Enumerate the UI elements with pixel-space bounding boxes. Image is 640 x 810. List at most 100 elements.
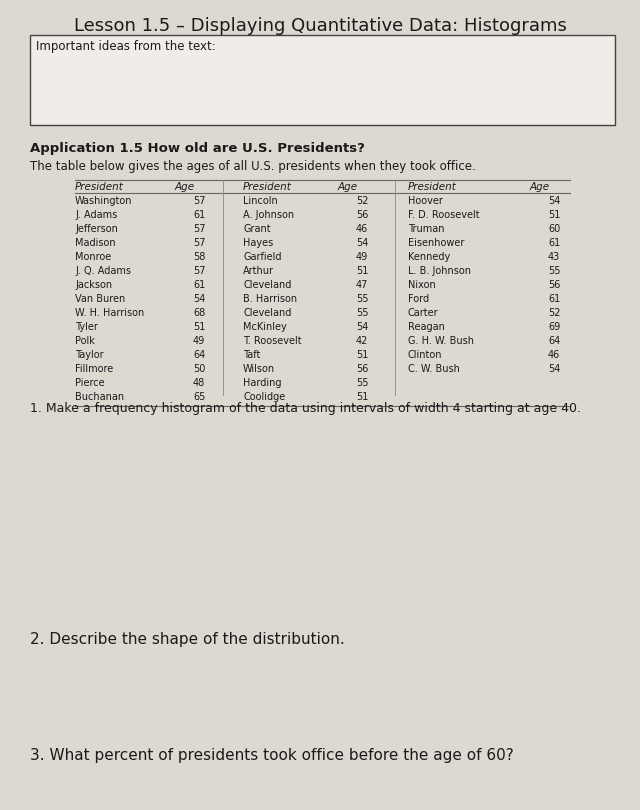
Text: 57: 57: [193, 238, 205, 248]
Text: J. Adams: J. Adams: [75, 210, 117, 220]
Text: The table below gives the ages of all U.S. presidents when they took office.: The table below gives the ages of all U.…: [30, 160, 476, 173]
Text: 46: 46: [356, 224, 368, 234]
Text: 69: 69: [548, 322, 560, 332]
Text: 52: 52: [548, 308, 561, 318]
Text: Wilson: Wilson: [243, 364, 275, 374]
Text: F. D. Roosevelt: F. D. Roosevelt: [408, 210, 479, 220]
Text: Eisenhower: Eisenhower: [408, 238, 465, 248]
Text: Buchanan: Buchanan: [75, 392, 124, 402]
Text: Madison: Madison: [75, 238, 116, 248]
Text: McKinley: McKinley: [243, 322, 287, 332]
Text: Coolidge: Coolidge: [243, 392, 285, 402]
Text: T. Roosevelt: T. Roosevelt: [243, 336, 301, 346]
Text: 61: 61: [548, 238, 560, 248]
Text: Ford: Ford: [408, 294, 429, 304]
Text: 47: 47: [356, 280, 369, 290]
Text: Lesson 1.5 – Displaying Quantitative Data: Histograms: Lesson 1.5 – Displaying Quantitative Dat…: [74, 17, 566, 35]
Text: Cleveland: Cleveland: [243, 280, 291, 290]
FancyBboxPatch shape: [30, 35, 615, 125]
Text: 68: 68: [193, 308, 205, 318]
Text: 50: 50: [193, 364, 205, 374]
Text: 51: 51: [548, 210, 561, 220]
Text: Pierce: Pierce: [75, 378, 104, 388]
Text: 54: 54: [548, 364, 561, 374]
Text: Nixon: Nixon: [408, 280, 436, 290]
Text: Age: Age: [530, 182, 550, 192]
Text: 55: 55: [548, 266, 561, 276]
Text: 54: 54: [548, 196, 561, 206]
Text: 49: 49: [356, 252, 368, 262]
Text: Arthur: Arthur: [243, 266, 274, 276]
Text: 51: 51: [356, 266, 369, 276]
Text: 51: 51: [356, 350, 369, 360]
Text: 2. Describe the shape of the distribution.: 2. Describe the shape of the distributio…: [30, 632, 345, 647]
Text: Lincoln: Lincoln: [243, 196, 278, 206]
Text: B. Harrison: B. Harrison: [243, 294, 297, 304]
Text: 64: 64: [193, 350, 205, 360]
Text: 54: 54: [193, 294, 205, 304]
Text: C. W. Bush: C. W. Bush: [408, 364, 460, 374]
Text: Kennedy: Kennedy: [408, 252, 451, 262]
Text: President: President: [408, 182, 457, 192]
Text: Jefferson: Jefferson: [75, 224, 118, 234]
Text: 1. Make a frequency histogram of the data using intervals of width 4 starting at: 1. Make a frequency histogram of the dat…: [30, 402, 581, 415]
Text: 56: 56: [356, 210, 369, 220]
Text: 48: 48: [193, 378, 205, 388]
Text: Polk: Polk: [75, 336, 95, 346]
Text: 51: 51: [356, 392, 369, 402]
Text: Carter: Carter: [408, 308, 438, 318]
Text: Age: Age: [175, 182, 195, 192]
Text: Garfield: Garfield: [243, 252, 282, 262]
Text: 65: 65: [193, 392, 205, 402]
Text: Tyler: Tyler: [75, 322, 98, 332]
Text: 57: 57: [193, 196, 205, 206]
Text: President: President: [75, 182, 124, 192]
Text: Harding: Harding: [243, 378, 282, 388]
Text: 43: 43: [548, 252, 560, 262]
Text: 55: 55: [356, 308, 369, 318]
Text: 61: 61: [193, 210, 205, 220]
Text: Fillmore: Fillmore: [75, 364, 113, 374]
Text: 55: 55: [356, 378, 369, 388]
Text: President: President: [243, 182, 292, 192]
Text: A. Johnson: A. Johnson: [243, 210, 294, 220]
Text: W. H. Harrison: W. H. Harrison: [75, 308, 144, 318]
Text: Taylor: Taylor: [75, 350, 104, 360]
Text: 3. What percent of presidents took office before the age of 60?: 3. What percent of presidents took offic…: [30, 748, 514, 763]
Text: Van Buren: Van Buren: [75, 294, 125, 304]
Text: 56: 56: [548, 280, 561, 290]
Text: 46: 46: [548, 350, 560, 360]
Text: Truman: Truman: [408, 224, 445, 234]
Text: 54: 54: [356, 322, 369, 332]
Text: Age: Age: [338, 182, 358, 192]
Text: 54: 54: [356, 238, 369, 248]
Text: 51: 51: [193, 322, 205, 332]
Text: Cleveland: Cleveland: [243, 308, 291, 318]
Text: Reagan: Reagan: [408, 322, 445, 332]
Text: 60: 60: [548, 224, 560, 234]
Text: Taft: Taft: [243, 350, 260, 360]
Text: 58: 58: [193, 252, 205, 262]
Text: 57: 57: [193, 266, 205, 276]
Text: G. H. W. Bush: G. H. W. Bush: [408, 336, 474, 346]
Text: 49: 49: [193, 336, 205, 346]
Text: 52: 52: [356, 196, 369, 206]
Text: Hayes: Hayes: [243, 238, 273, 248]
Text: L. B. Johnson: L. B. Johnson: [408, 266, 471, 276]
Text: Monroe: Monroe: [75, 252, 111, 262]
Text: 61: 61: [193, 280, 205, 290]
Text: Clinton: Clinton: [408, 350, 442, 360]
Text: 56: 56: [356, 364, 369, 374]
Text: 64: 64: [548, 336, 560, 346]
Text: Washington: Washington: [75, 196, 132, 206]
Text: Important ideas from the text:: Important ideas from the text:: [36, 40, 216, 53]
Text: Hoover: Hoover: [408, 196, 443, 206]
Text: Application 1.5 How old are U.S. Presidents?: Application 1.5 How old are U.S. Preside…: [30, 142, 365, 155]
Text: 61: 61: [548, 294, 560, 304]
Text: J. Q. Adams: J. Q. Adams: [75, 266, 131, 276]
Text: 55: 55: [356, 294, 369, 304]
Text: 42: 42: [356, 336, 369, 346]
Text: Grant: Grant: [243, 224, 271, 234]
Text: 57: 57: [193, 224, 205, 234]
Text: Jackson: Jackson: [75, 280, 112, 290]
